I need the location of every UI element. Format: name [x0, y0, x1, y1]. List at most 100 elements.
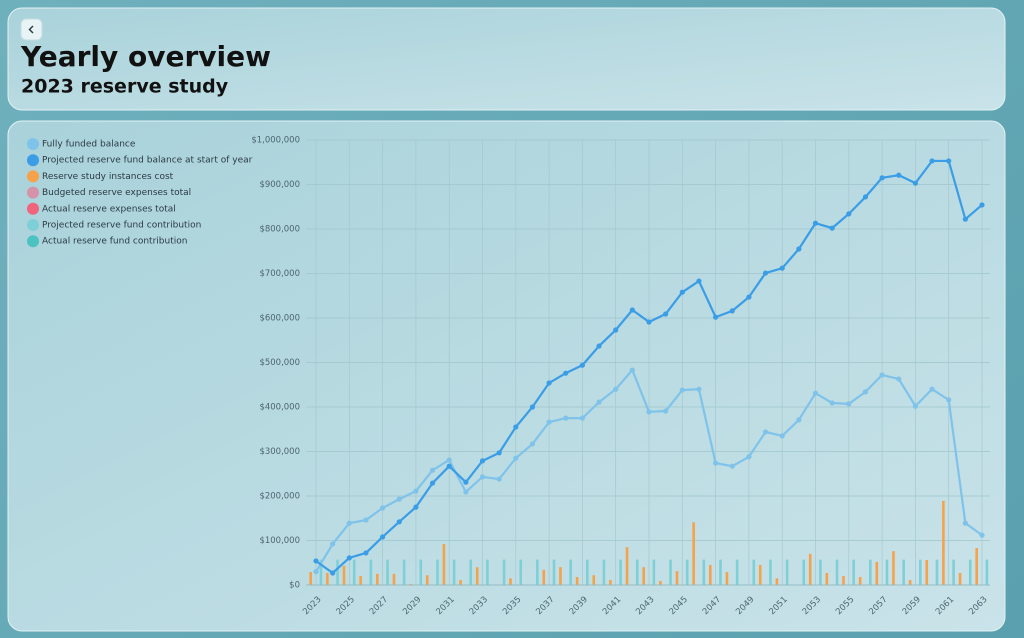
bar [376, 573, 379, 585]
point [946, 397, 952, 403]
y-tick-label: $300,000 [259, 447, 300, 457]
bar [892, 551, 895, 585]
bar [642, 567, 645, 585]
bar [952, 559, 955, 585]
bar [692, 522, 695, 585]
point [380, 534, 386, 540]
point [696, 386, 702, 392]
point [446, 463, 452, 469]
bar [869, 559, 872, 585]
legend-swatch [27, 235, 39, 248]
point [979, 202, 985, 208]
bar [835, 559, 839, 585]
point [346, 555, 352, 561]
bar [592, 575, 596, 585]
bar [858, 576, 862, 585]
point [413, 504, 419, 510]
bar [942, 500, 945, 585]
bar [625, 547, 629, 585]
point [713, 460, 719, 466]
point [729, 463, 735, 469]
bar [475, 567, 479, 585]
point [346, 520, 352, 526]
point [896, 376, 902, 382]
bar [502, 559, 506, 585]
legend-swatch [27, 186, 39, 199]
bar [769, 559, 772, 585]
legend-swatch [27, 202, 39, 215]
bar [542, 569, 546, 585]
point [363, 550, 369, 556]
bar [825, 572, 829, 585]
point [596, 343, 602, 349]
point [579, 415, 586, 421]
bar [725, 572, 729, 585]
point [596, 399, 602, 405]
y-tick-label: $100,000 [259, 536, 300, 546]
bar [719, 559, 722, 585]
bar [392, 573, 396, 585]
chart: $0 $100,000 $200,000 $300,000 $400,000 $500,0… [27, 136, 990, 617]
bar [908, 580, 912, 585]
point [746, 454, 752, 460]
bar [758, 564, 762, 585]
point [513, 455, 519, 461]
legend-label: Budgeted reserve expenses total [42, 188, 191, 198]
point [762, 429, 769, 435]
bar [709, 564, 712, 585]
point [546, 380, 552, 386]
chart-card [7, 120, 1006, 632]
point [446, 457, 452, 463]
bar [975, 548, 978, 585]
bar [369, 559, 373, 585]
bar [425, 575, 429, 585]
bar [536, 559, 539, 585]
point [779, 433, 785, 439]
bar [702, 559, 706, 585]
point [479, 474, 486, 480]
legend-swatch [27, 154, 39, 167]
y-tick-label: $400,000 [259, 403, 300, 413]
y-tick-label: $200,000 [259, 492, 300, 502]
point [946, 158, 952, 164]
bar [459, 580, 462, 585]
point [729, 308, 735, 314]
legend-swatch [27, 219, 39, 231]
point [679, 387, 685, 393]
point [812, 220, 819, 226]
point [762, 270, 769, 276]
point [846, 211, 852, 217]
y-tick-label: $500,000 [259, 358, 300, 368]
point [429, 480, 436, 486]
back-button[interactable] [20, 18, 43, 41]
bar [958, 572, 962, 585]
point [579, 362, 586, 368]
point [962, 520, 968, 526]
bar [342, 565, 346, 585]
point [629, 307, 635, 313]
point [779, 265, 785, 271]
point [363, 517, 369, 523]
bar [409, 584, 412, 585]
point [513, 424, 519, 430]
bar [509, 578, 512, 585]
point [879, 372, 885, 378]
point [496, 450, 502, 456]
point [646, 319, 652, 325]
y-tick-label: $1,000,000 [251, 136, 300, 146]
bar [609, 580, 612, 585]
bar [319, 559, 323, 585]
bar [919, 559, 922, 585]
point [463, 489, 469, 495]
bar [935, 559, 939, 585]
bar [968, 559, 972, 585]
point [846, 401, 852, 407]
bar [885, 559, 889, 585]
bar [575, 576, 579, 585]
point [613, 327, 619, 333]
legend-label: Reserve study instances cost [42, 172, 174, 182]
point [546, 419, 552, 425]
point [313, 569, 319, 575]
point [746, 294, 752, 300]
